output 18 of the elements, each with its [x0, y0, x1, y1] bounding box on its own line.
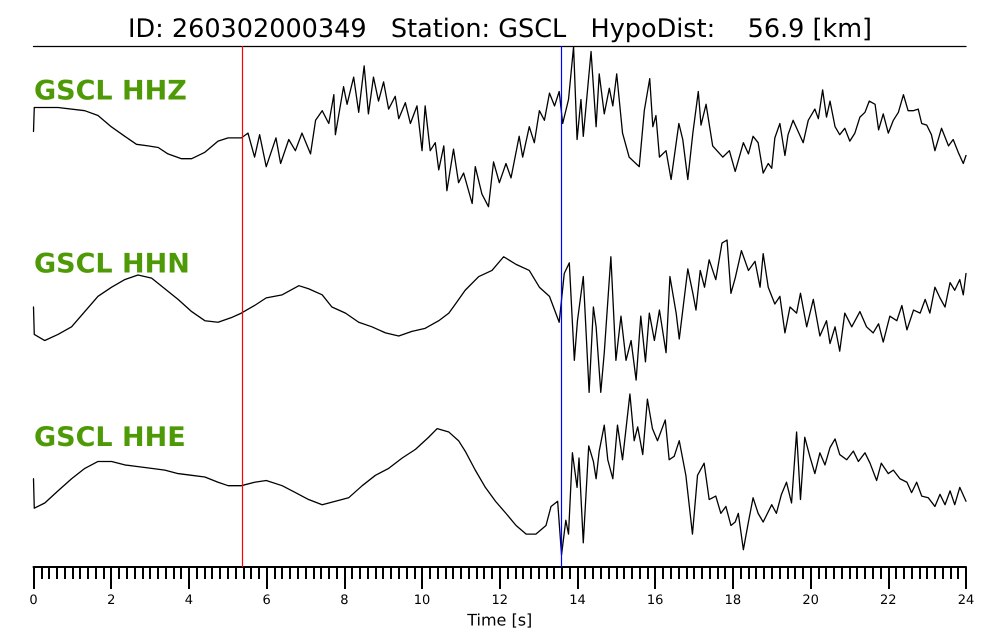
series-label: GSCL HHZ: [34, 76, 187, 106]
x-axis-title: Time [s]: [466, 610, 532, 630]
x-tick-label: 24: [958, 593, 974, 608]
series-label: GSCL HHE: [34, 422, 186, 453]
x-tick-label: 20: [802, 593, 819, 608]
x-tick-label: 0: [29, 593, 38, 608]
x-tick-label: 4: [184, 593, 194, 608]
x-tick-label: 14: [569, 593, 586, 608]
x-tick-label: 12: [491, 593, 508, 608]
x-tick-label: 16: [646, 593, 664, 608]
x-tick-label: 2: [107, 593, 116, 608]
x-tick-label: 8: [340, 593, 348, 608]
series-label: GSCL HHN: [34, 248, 190, 280]
x-tick-label: 18: [724, 593, 742, 608]
chart-title: ID: 260302000349 Station: GSCL HypoDist: 56.9 [km]: [128, 14, 872, 44]
x-tick-label: 6: [262, 593, 271, 608]
x-tick-label: 10: [414, 593, 430, 608]
x-tick-label: 22: [880, 593, 897, 608]
